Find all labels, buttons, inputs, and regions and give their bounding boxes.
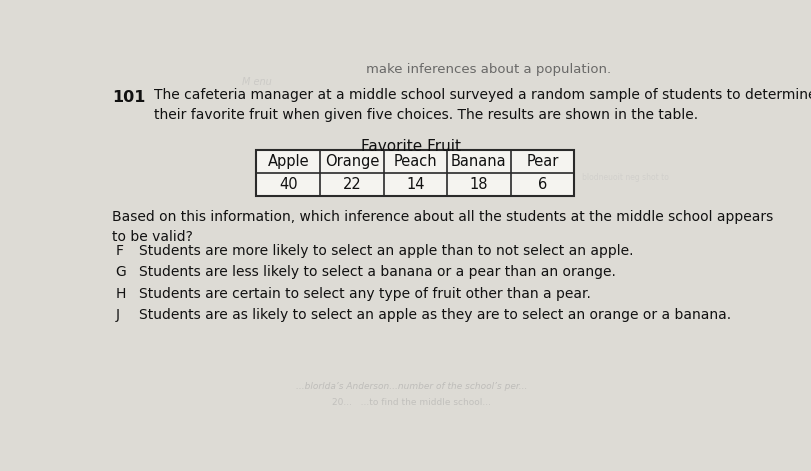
Text: ...blorlda’s Anderson...number of the school’s per...: ...blorlda’s Anderson...number of the sc… xyxy=(295,382,526,391)
Text: J: J xyxy=(115,309,119,322)
Text: Banana: Banana xyxy=(451,154,506,169)
Text: H: H xyxy=(115,287,126,301)
Text: The cafeteria manager at a middle school surveyed a random sample of students to: The cafeteria manager at a middle school… xyxy=(154,88,811,122)
Text: 18: 18 xyxy=(469,177,487,192)
Text: Pear: Pear xyxy=(526,154,558,169)
Bar xyxy=(256,150,573,196)
Text: M enu: M enu xyxy=(242,77,271,87)
Text: 20...   ...to find the middle school...: 20... ...to find the middle school... xyxy=(332,398,491,406)
Text: Peach: Peach xyxy=(393,154,436,169)
Text: 14: 14 xyxy=(406,177,424,192)
Text: Students are less likely to select a banana or a pear than an orange.: Students are less likely to select a ban… xyxy=(139,265,615,279)
Text: Orange: Orange xyxy=(324,154,379,169)
Text: 22: 22 xyxy=(342,177,361,192)
Text: blodneuoit neg shot to: blodneuoit neg shot to xyxy=(581,173,668,182)
Text: 6: 6 xyxy=(537,177,547,192)
Text: Students are certain to select any type of fruit other than a pear.: Students are certain to select any type … xyxy=(139,287,590,301)
Text: Students are as likely to select an apple as they are to select an orange or a b: Students are as likely to select an appl… xyxy=(139,309,730,322)
Text: make inferences about a population.: make inferences about a population. xyxy=(366,63,611,76)
Text: 40: 40 xyxy=(279,177,297,192)
Text: Favorite Fruit: Favorite Fruit xyxy=(361,139,461,154)
Text: 101: 101 xyxy=(112,89,145,105)
Text: Students are more likely to select an apple than to not select an apple.: Students are more likely to select an ap… xyxy=(139,244,633,258)
Text: Based on this information, which inference about all the students at the middle : Based on this information, which inferen… xyxy=(112,210,773,244)
Text: G: G xyxy=(115,265,126,279)
Text: F: F xyxy=(115,244,123,258)
Text: Apple: Apple xyxy=(267,154,309,169)
